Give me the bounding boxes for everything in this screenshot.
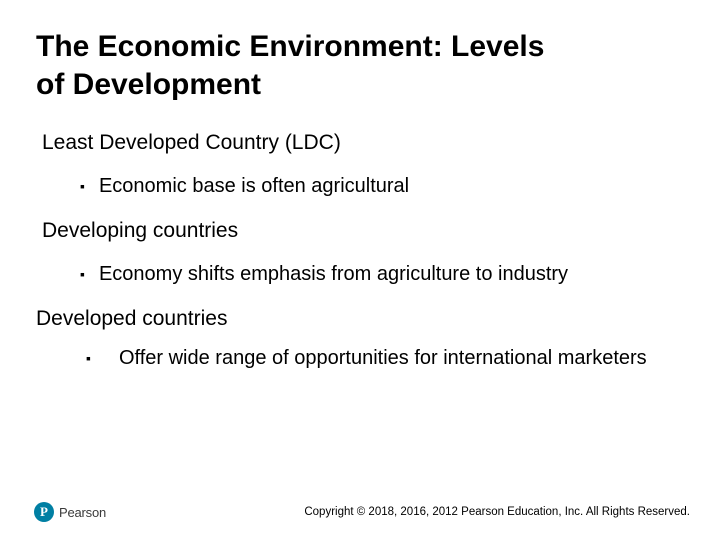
bullet-icon: ▪ [80, 261, 85, 287]
copyright-text: Copyright © 2018, 2016, 2012 Pearson Edu… [304, 506, 690, 518]
title-line1: The Economic Environment: Levels [36, 30, 544, 63]
section-2: Developing countries ▪ Economy shifts em… [36, 219, 684, 287]
section-heading-developed: Developed countries [36, 307, 684, 331]
bullet-text-ldc: Economic base is often agricultural [99, 173, 409, 199]
pearson-logo: P Pearson [34, 502, 106, 522]
bullet-icon: ▪ [80, 173, 85, 199]
bullet-row: ▪ Economy shifts emphasis from agricultu… [36, 261, 684, 287]
bullet-text-developed: Offer wide range of opportunities for in… [119, 345, 647, 371]
logo-brand-text: Pearson [59, 505, 106, 520]
bullet-text-developing: Economy shifts emphasis from agriculture… [99, 261, 568, 287]
bullet-row: ▪ Economic base is often agricultural [36, 173, 684, 199]
slide-title: The Economic Environment: Levels of Deve… [36, 28, 684, 103]
section-1: Least Developed Country (LDC) ▪ Economic… [36, 131, 684, 199]
logo-circle-icon: P [34, 502, 54, 522]
slide-footer: P Pearson Copyright © 2018, 2016, 2012 P… [0, 502, 720, 522]
section-heading-developing: Developing countries [36, 219, 684, 243]
section-3: Developed countries ▪ Offer wide range o… [36, 307, 684, 371]
slide-container: The Economic Environment: Levels of Deve… [0, 0, 720, 540]
title-line2: of Development [36, 68, 261, 101]
bullet-icon: ▪ [86, 345, 91, 371]
section-heading-ldc: Least Developed Country (LDC) [36, 131, 684, 155]
bullet-row: ▪ Offer wide range of opportunities for … [36, 345, 684, 371]
logo-letter: P [40, 504, 48, 520]
